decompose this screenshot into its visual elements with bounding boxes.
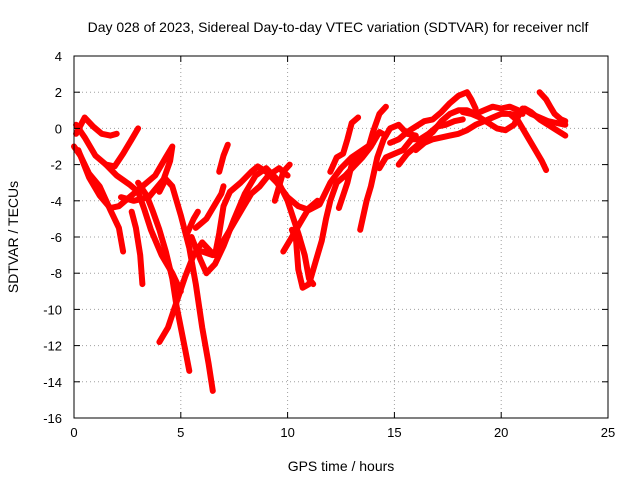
series-arc-27 (519, 105, 569, 128)
series-arc-28 (536, 89, 569, 125)
data-series-layer (71, 89, 569, 394)
series-arc-9 (156, 139, 376, 345)
y-axis-label: SDTVAR / TECUs (5, 181, 21, 293)
y-tick-label: 4 (55, 49, 62, 64)
y-tick-label: -16 (43, 411, 62, 426)
series-arc-24 (412, 110, 522, 154)
y-tick-label: -2 (50, 158, 62, 173)
x-tick-label: 5 (177, 425, 184, 440)
series-arc-19 (335, 103, 389, 211)
y-tick-label: -14 (43, 375, 62, 390)
y-tick-label: 0 (55, 121, 62, 136)
x-tick-label: 20 (494, 425, 508, 440)
series-arc-18 (327, 114, 362, 175)
y-tick-label: -10 (43, 302, 62, 317)
series-arc-17 (280, 197, 321, 255)
series-arc-13 (199, 165, 291, 259)
y-tick-label: -12 (43, 339, 62, 354)
y-tick-label: 2 (55, 85, 62, 100)
x-tick-label: 0 (70, 425, 77, 440)
series-arc-14 (184, 208, 201, 237)
chart-title: Day 028 of 2023, Sidereal Day-to-day VTE… (88, 19, 589, 35)
series-arc-15 (271, 161, 293, 204)
series-arc-8 (156, 176, 216, 394)
series-arc-6 (128, 208, 146, 288)
series-arc-2 (73, 114, 120, 139)
series-arc-11 (192, 183, 227, 231)
x-tick-label: 10 (280, 425, 294, 440)
x-axis-label: GPS time / hours (288, 458, 395, 474)
y-tick-label: -4 (50, 194, 62, 209)
x-tick-label: 25 (601, 425, 615, 440)
y-tick-label: -8 (50, 266, 62, 281)
series-arc-26 (506, 110, 550, 173)
series-arc-7 (135, 179, 193, 374)
y-tick-label: -6 (50, 230, 62, 245)
x-tick-label: 15 (387, 425, 401, 440)
series-arc-10 (188, 165, 317, 288)
series-arc-22 (387, 89, 479, 146)
series-arc-12 (216, 141, 231, 175)
series-arc-4 (75, 143, 176, 211)
axis-ticks: 0 5 10 15 20 25 -16 -14 -12 -10 -8 -6 -4 -2 0 2 4 (43, 49, 615, 440)
